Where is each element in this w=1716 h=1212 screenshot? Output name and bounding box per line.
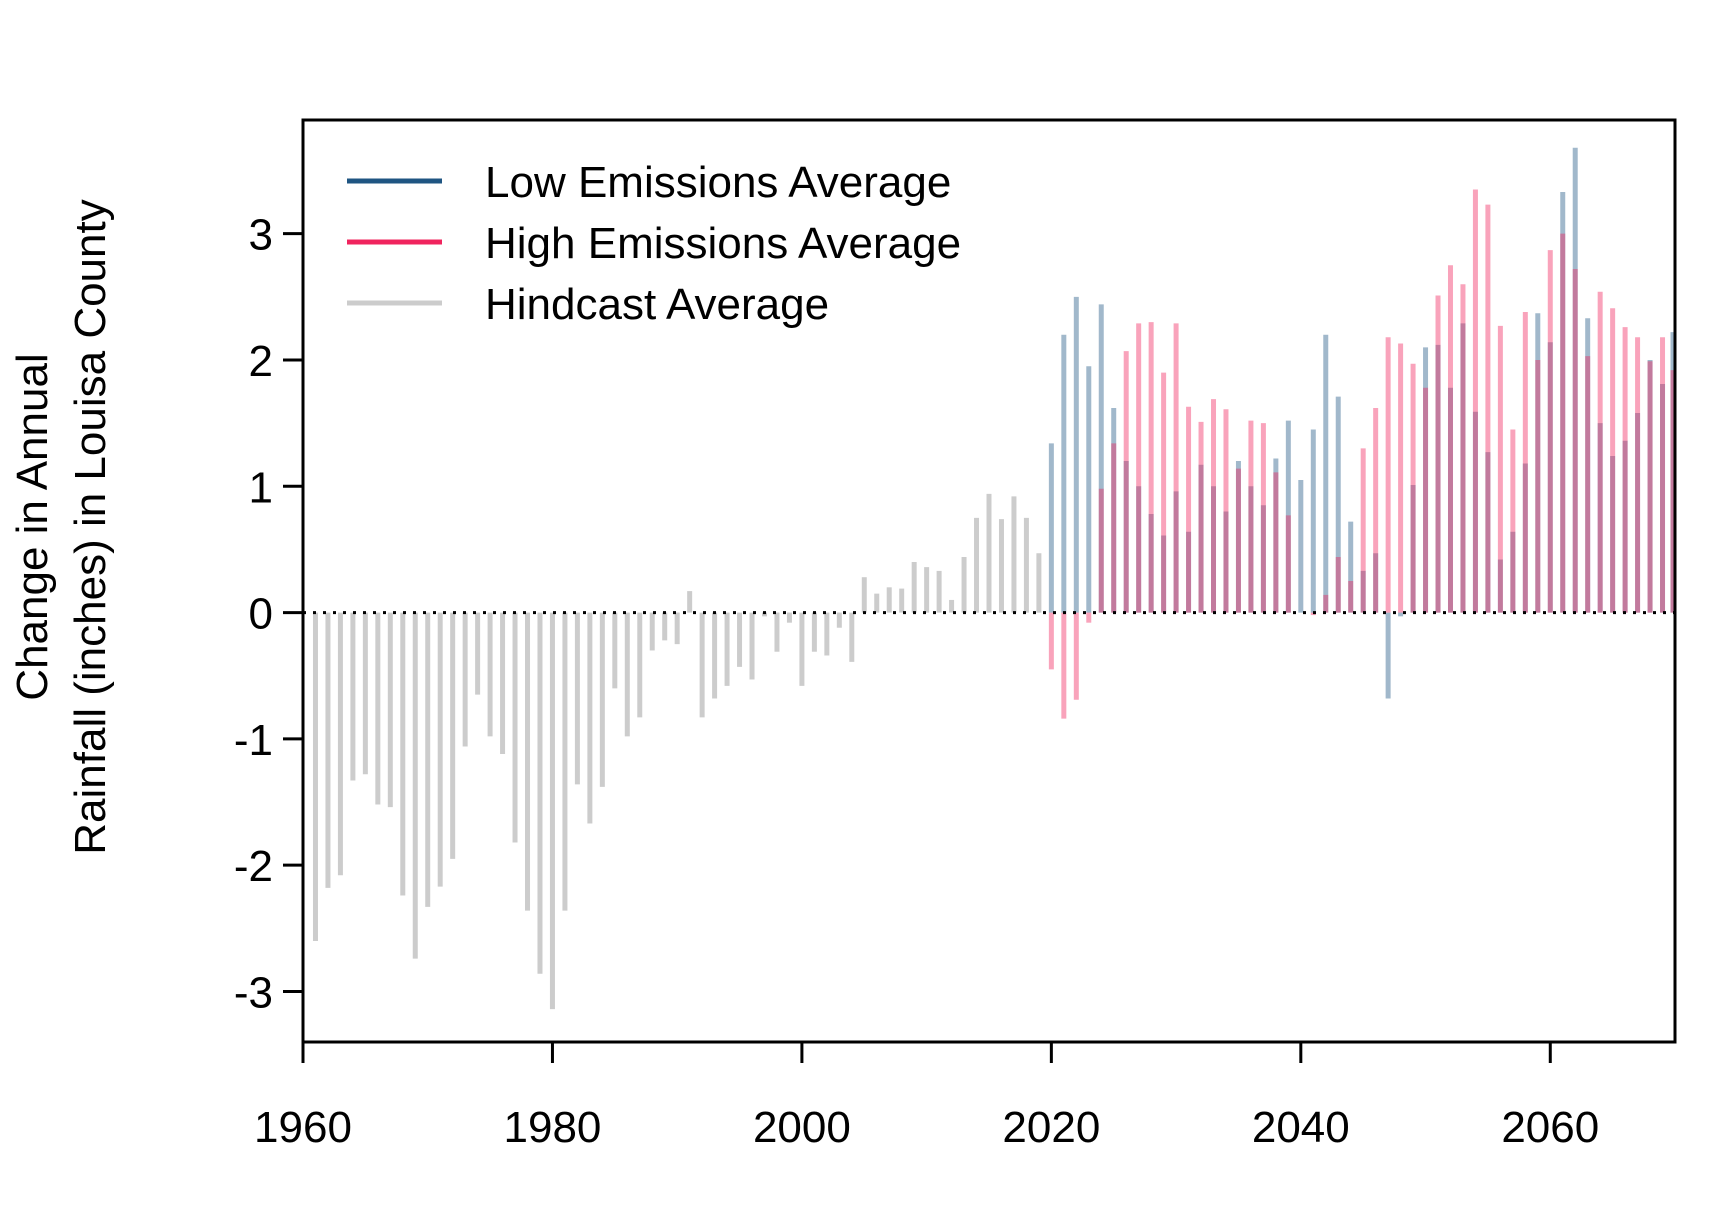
legend-label-high: High Emissions Average (485, 219, 961, 268)
x-tick-label: 1960 (254, 1103, 352, 1152)
x-tick-label: 2020 (1002, 1103, 1100, 1152)
x-tick-label: 2000 (753, 1103, 851, 1152)
hindcast-bars (312, 493, 1042, 1010)
y-tick-label: -2 (234, 842, 273, 891)
legend-label-hindcast: Hindcast Average (485, 280, 829, 329)
plot-frame (301, 118, 1677, 1044)
high-emissions-bars (1048, 189, 1676, 719)
y-axis-title-line-1: Change in Annual (8, 353, 57, 700)
y-tick-label: -3 (234, 968, 273, 1017)
legend: Low Emissions Average High Emissions Ave… (347, 158, 961, 329)
y-axis-title-line-2: Rainfall (inches) in Louisa County (66, 199, 115, 854)
y-tick-label: 1 (249, 463, 273, 512)
y-tick-label: 2 (249, 337, 273, 386)
x-tick-label: 2040 (1252, 1103, 1350, 1152)
x-tick-label: 2060 (1501, 1103, 1599, 1152)
x-axis: 1960 1980 2000 2020 2040 2060 (254, 1042, 1599, 1152)
x-tick-label: 1980 (504, 1103, 602, 1152)
y-axis-title: Change in Annual Rainfall (inches) in Lo… (8, 199, 115, 854)
y-tick-label: 3 (249, 211, 273, 260)
y-tick-label: 0 (249, 590, 273, 639)
legend-label-low: Low Emissions Average (485, 158, 951, 207)
low-emissions-bars (1048, 147, 1676, 699)
y-tick-label: -1 (234, 716, 273, 765)
y-axis: -3 -2 -1 0 1 2 3 (234, 211, 303, 1017)
